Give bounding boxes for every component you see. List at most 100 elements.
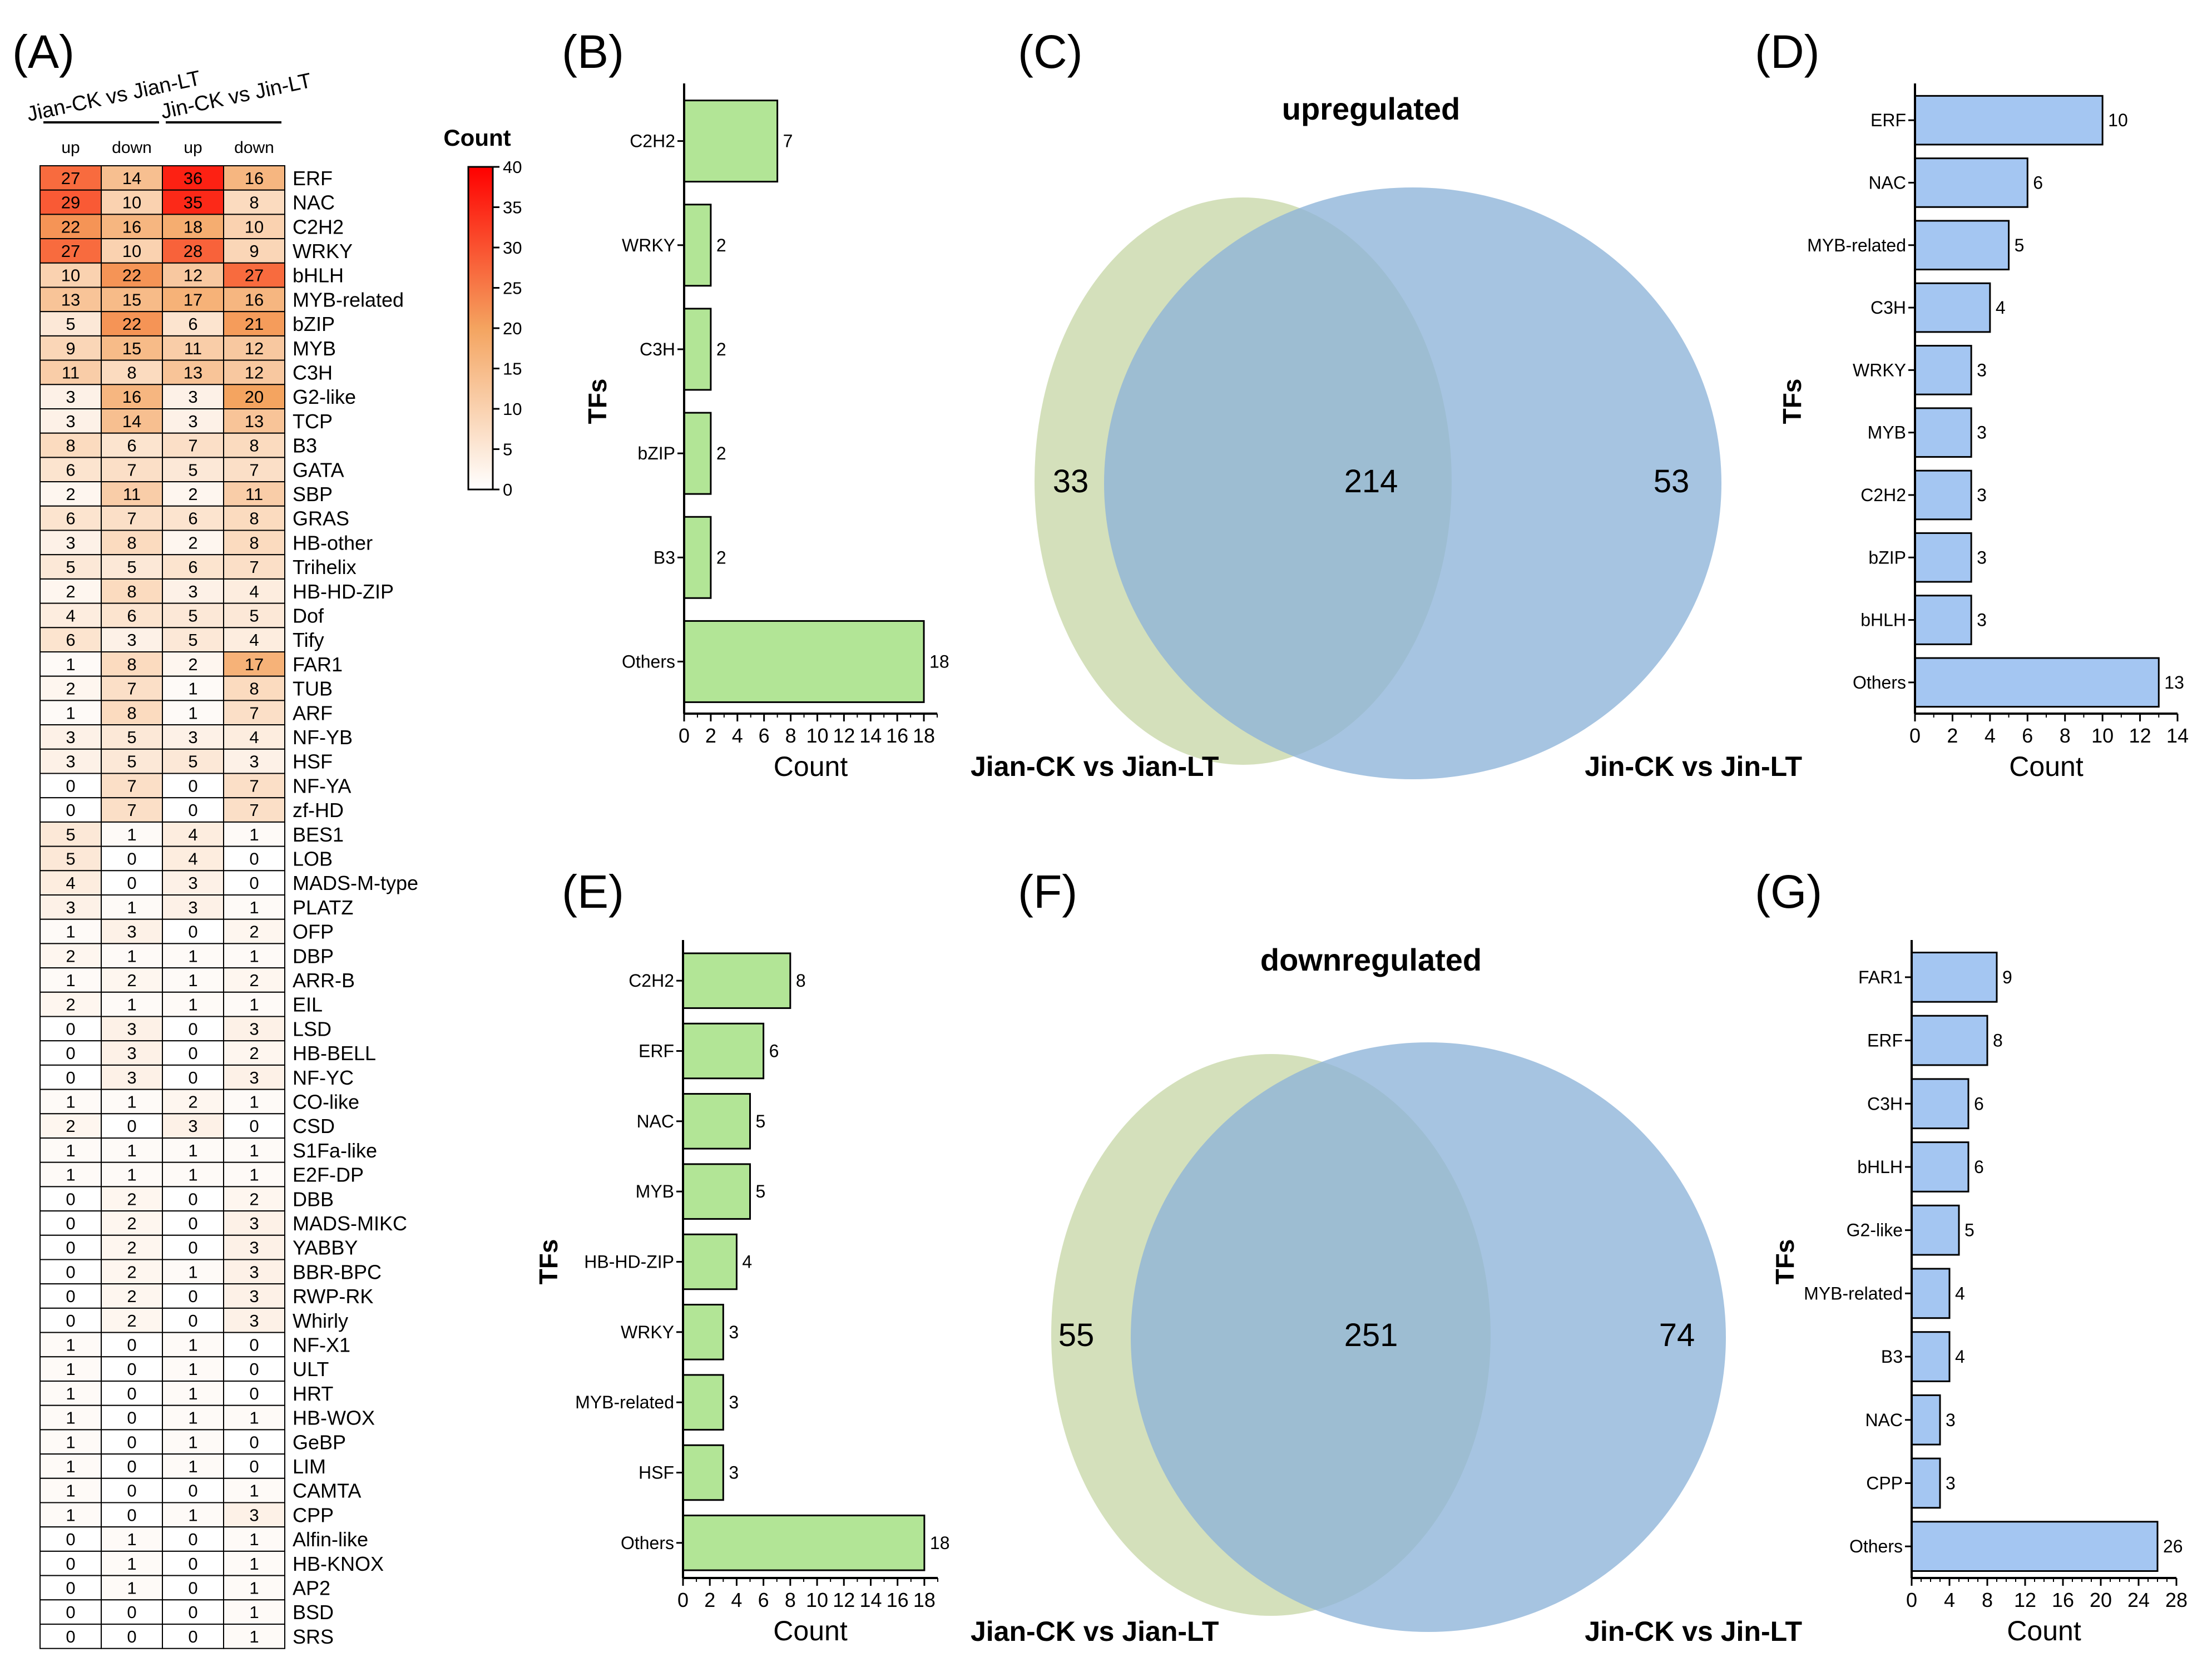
bar-value-label: 6 <box>2033 172 2043 192</box>
colorbar-tick-label: 40 <box>503 157 522 177</box>
bar <box>682 1022 765 1080</box>
heatmap-cell-value: 0 <box>188 1627 197 1646</box>
x-axis-title: Count <box>2007 1615 2081 1646</box>
bar-value-label: 18 <box>929 651 949 671</box>
heatmap-row-label: Dof <box>293 604 324 627</box>
x-tick-label: 2 <box>704 1589 715 1611</box>
heatmap-cell-value: 3 <box>66 412 75 431</box>
x-tick-label: 10 <box>2091 724 2114 747</box>
heatmap-cell <box>101 481 163 507</box>
heatmap-cell-value: 1 <box>249 1141 259 1160</box>
heatmap-cell-value: 2 <box>66 484 75 504</box>
heatmap-cell-value: 3 <box>188 728 197 747</box>
heatmap-cell <box>162 1575 224 1601</box>
heatmap-cell-value: 1 <box>188 1408 197 1428</box>
heatmap-cell-value: 1 <box>188 1457 197 1476</box>
heatmap-cell-value: 6 <box>66 509 75 528</box>
heatmap-cell-value: 1 <box>127 825 136 844</box>
y-tick-label: WRKY <box>621 1322 674 1342</box>
heatmap-cell-value: 0 <box>66 1214 75 1233</box>
heatmap-row-label: ULT <box>293 1358 329 1381</box>
bar-value-label: 3 <box>729 1463 739 1483</box>
heatmap-cell-value: 0 <box>188 1043 197 1063</box>
heatmap-cell <box>39 1161 102 1188</box>
heatmap-cell-value: 2 <box>127 1262 136 1282</box>
heatmap-row-label: S1Fa-like <box>293 1139 377 1162</box>
heatmap-cell-value: 0 <box>127 1505 136 1525</box>
x-tick-label: 12 <box>2129 724 2151 747</box>
heatmap-cell <box>223 505 285 531</box>
heatmap-cell-value: 3 <box>127 922 136 942</box>
y-tick-label: bZIP <box>637 443 675 463</box>
heatmap-cell-value: 1 <box>66 1092 75 1111</box>
heatmap-cell-value: 3 <box>188 387 197 407</box>
heatmap-cell-value: 1 <box>127 1141 136 1160</box>
heatmap-cell-value: 0 <box>249 1335 259 1354</box>
y-tick-label: MYB <box>636 1181 674 1201</box>
heatmap-cell <box>39 457 102 483</box>
heatmap-row-label: SRS <box>293 1625 334 1648</box>
bar <box>1914 595 1972 645</box>
heatmap-row-label: G2-like <box>293 385 356 408</box>
venn-only-right-count: 74 <box>1659 1317 1695 1353</box>
heatmap-cell <box>39 1599 102 1625</box>
heatmap-cell <box>39 651 102 677</box>
heatmap-row-label: ARR-B <box>293 969 355 992</box>
heatmap-cell <box>39 165 102 191</box>
bar <box>1914 532 1972 583</box>
heatmap-cell-value: 1 <box>249 995 259 1015</box>
heatmap-cell-value: 0 <box>188 1238 197 1258</box>
x-tick-label: 6 <box>759 724 770 747</box>
heatmap-cell <box>162 1040 224 1066</box>
heatmap-cell-value: 7 <box>249 800 259 820</box>
heatmap-row-label: bZIP <box>293 313 335 335</box>
heatmap-cell <box>223 943 285 969</box>
y-tick-label: FAR1 <box>1858 967 1903 987</box>
heatmap-cell <box>101 1210 163 1236</box>
bar-value-label: 3 <box>729 1392 739 1412</box>
bar-value-label: 3 <box>1977 485 1987 505</box>
heatmap-cell-value: 14 <box>122 412 141 431</box>
heatmap-cell-value: 27 <box>245 266 264 285</box>
venn-intersection-count: 214 <box>1344 463 1398 499</box>
heatmap-cell-value: 3 <box>188 582 197 601</box>
venn-set-right-label: Jin-CK vs Jin-LT <box>1585 1616 1802 1647</box>
x-tick-label: 4 <box>1985 724 1996 747</box>
heatmap-cell <box>39 1016 102 1042</box>
panel-label-f: (F) <box>1018 865 1077 918</box>
heatmap-cell-value: 0 <box>188 1311 197 1330</box>
bar <box>683 308 712 391</box>
heatmap-cell <box>39 432 102 458</box>
heatmap-cell-value: 4 <box>66 873 75 893</box>
heatmap-cell-value: 1 <box>188 1384 197 1403</box>
heatmap-cell <box>162 967 224 993</box>
heatmap-cell <box>162 1624 224 1649</box>
heatmap-cell-value: 3 <box>249 1238 259 1258</box>
heatmap-cell-value: 2 <box>188 484 197 504</box>
bar-value-label: 2 <box>716 235 726 255</box>
heatmap-cell <box>162 1210 224 1236</box>
heatmap-cell <box>162 1453 224 1479</box>
heatmap-cell-value: 2 <box>127 1189 136 1209</box>
heatmap-cell-value: 1 <box>249 825 259 844</box>
heatmap-cell <box>39 1526 102 1552</box>
heatmap-cell-value: 7 <box>188 436 197 456</box>
heatmap-cell <box>223 1113 285 1139</box>
heatmap-cell-value: 0 <box>66 1602 75 1622</box>
heatmap-cell <box>223 894 285 920</box>
x-tick-label: 6 <box>758 1589 769 1611</box>
x-axis-title: Count <box>2009 751 2084 782</box>
heatmap-cell-value: 1 <box>188 995 197 1015</box>
y-tick-label: bHLH <box>1857 1157 1903 1177</box>
y-axis-title: TFs <box>1778 379 1807 424</box>
heatmap-cell-value: 3 <box>188 898 197 917</box>
heatmap-cell-value: 5 <box>66 557 75 577</box>
heatmap-cell-value: 3 <box>249 1019 259 1038</box>
bar-value-label: 3 <box>1977 423 1987 443</box>
heatmap-cell <box>223 165 285 191</box>
y-axis-title: TFs <box>534 1239 563 1285</box>
heatmap-cell-value: 5 <box>188 630 197 650</box>
heatmap-row-label: MADS-M-type <box>293 872 418 894</box>
bar <box>1911 1204 1960 1256</box>
heatmap-cell-value: 1 <box>127 1554 136 1574</box>
